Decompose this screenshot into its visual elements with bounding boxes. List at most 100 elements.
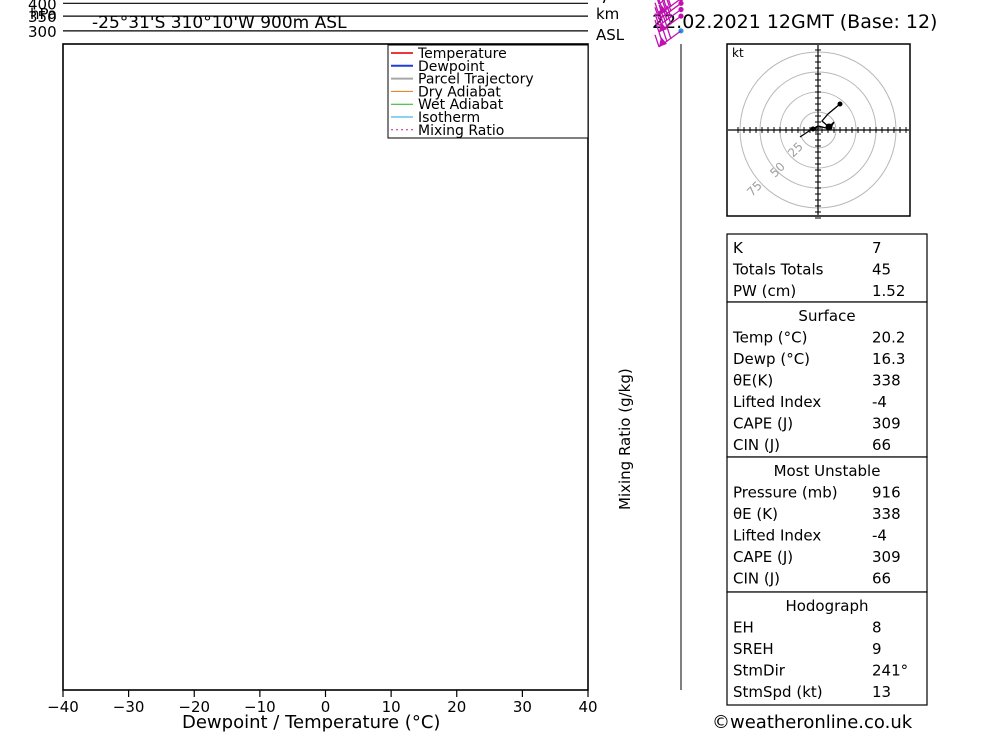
legend-entry: Dewpoint	[418, 59, 485, 75]
legend-entry: Wet Adiabat	[418, 97, 504, 113]
indices-label: θE(K)	[733, 372, 773, 390]
indices-value: -4	[872, 527, 887, 545]
x-tick-label: −20	[178, 698, 210, 716]
indices-value: 13	[872, 683, 891, 701]
indices-value: 338	[872, 372, 901, 390]
indices-label: Temp (°C)	[732, 329, 807, 347]
isotherm-line	[373, 0, 489, 34]
indices-section-title: Surface	[798, 307, 855, 325]
hodograph-unit: kt	[732, 46, 744, 60]
wind-barb-feather	[654, 13, 660, 26]
indices-label: CAPE (J)	[733, 548, 793, 566]
indices-value: 45	[872, 261, 891, 279]
pressure-tick-label: 350	[28, 8, 57, 26]
plot-frame	[62, 43, 589, 691]
pressure-tick-label: 450	[28, 0, 57, 2]
indices-section-box	[726, 301, 928, 458]
indices-label: K	[733, 239, 744, 257]
indices-label: StmSpd (kt)	[733, 683, 823, 701]
x-tick-label: 40	[578, 698, 597, 716]
location-title: -25°31'S 310°10'W 900m ASL	[92, 13, 347, 33]
isobars	[63, 2, 588, 32]
copyright: ©weatheronline.co.uk	[712, 712, 913, 733]
indices-label: Lifted Index	[733, 393, 821, 411]
indices-label: Lifted Index	[733, 527, 821, 545]
hodograph-point	[837, 101, 843, 107]
indices-label: EH	[733, 619, 754, 637]
indices-section-title: Hodograph	[785, 597, 868, 615]
wind-barb-pennant	[659, 4, 667, 15]
indices-label: CAPE (J)	[733, 415, 793, 433]
asl-label: ASL	[596, 26, 625, 44]
indices-value: 1.52	[872, 282, 905, 300]
hodograph-storm-motion	[825, 123, 833, 131]
indices-value: 916	[872, 484, 901, 502]
x-tick-label: 10	[382, 698, 401, 716]
legend-entry: Temperature	[417, 46, 507, 62]
legend-box	[387, 44, 589, 139]
indices-label: CIN (J)	[733, 570, 780, 588]
legend-entry: Dry Adiabat	[418, 84, 501, 100]
hpa-unit: hPa	[30, 5, 57, 23]
pressure-tick-label: 400	[28, 0, 57, 13]
mixing-ratio-axis-label: Mixing Ratio (g/kg)	[616, 368, 634, 510]
wind-barb-feather	[654, 34, 660, 48]
indices-label: SREH	[733, 640, 774, 658]
indices-value: 309	[872, 415, 901, 433]
legend-entry: Isotherm	[418, 110, 480, 126]
legend-entry: Parcel Trajectory	[418, 72, 534, 88]
indices-value: 241°	[872, 662, 908, 680]
indices-value: 338	[872, 505, 901, 523]
wind-barb-feather	[657, 0, 660, 5]
wet-adiabat	[948, 0, 1000, 34]
indices-value: 8	[872, 619, 882, 637]
wind-barb-pennant	[659, 36, 667, 47]
x-tick-label: −30	[113, 698, 145, 716]
indices-value: 20.2	[872, 329, 905, 347]
indices-table: K 7 Totals Totals 45 PW (cm) 1.52 Surface Temp …	[726, 233, 928, 706]
indices-value: 309	[872, 548, 901, 566]
indices-section-box	[726, 591, 928, 706]
wind-barb-feather	[668, 0, 672, 8]
wind-profile	[654, 0, 684, 690]
pressure-tick-label: 300	[28, 23, 57, 41]
wind-dot	[678, 0, 684, 2]
dry-adiabat	[967, 0, 1000, 34]
x-tick-label: −40	[47, 698, 79, 716]
axes: 3003504004505005506006507007508008509009…	[28, 0, 634, 716]
indices-value: -4	[872, 393, 887, 411]
wind-barb-feather	[654, 7, 660, 20]
km-tick-label: 7	[600, 0, 610, 7]
indices-label: StmDir	[733, 662, 786, 680]
wind-barb-feather	[666, 0, 672, 12]
x-tick-label: 20	[447, 698, 466, 716]
indices-label: Dewp (°C)	[733, 350, 810, 368]
x-tick-label: 30	[513, 698, 532, 716]
legend-entry: Mixing Ratio	[418, 123, 504, 139]
km-unit: km	[596, 5, 619, 23]
wind-barb-feather	[666, 26, 672, 40]
indices-label: Totals Totals	[732, 261, 824, 279]
x-tick-label: −10	[244, 698, 276, 716]
indices-label: CIN (J)	[733, 436, 780, 454]
indices-value: 16.3	[872, 350, 905, 368]
indices-value: 66	[872, 436, 891, 454]
isotherm-line	[438, 0, 554, 34]
isotherm-line	[963, 0, 1000, 34]
wind-barb-feather	[663, 0, 668, 10]
wind-barb-feather	[654, 2, 660, 15]
indices-value: 9	[872, 640, 882, 658]
x-tick-label: 0	[321, 698, 331, 716]
indices-label: PW (cm)	[733, 282, 796, 300]
indices-section-title: Most Unstable	[774, 462, 881, 480]
indices-value: 66	[872, 570, 891, 588]
wind-barb-feather	[654, 19, 660, 33]
indices-label: Pressure (mb)	[733, 484, 838, 502]
wind-barb-feather	[662, 29, 668, 42]
indices-value: 7	[872, 239, 882, 257]
hodograph-point	[810, 126, 816, 132]
wind-barb-feather	[662, 1, 668, 15]
